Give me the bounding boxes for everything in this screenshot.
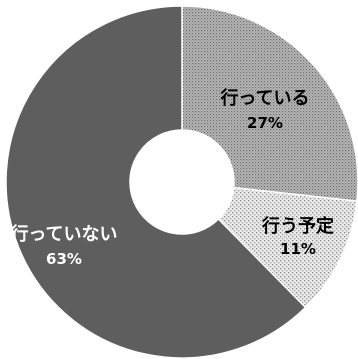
slices-group	[5, 5, 358, 359]
slice-2-label: 行う予定	[261, 215, 334, 237]
slice-2	[217, 186, 358, 309]
slice-1-label: 行っている	[219, 87, 309, 109]
slice-1-value: 27%	[247, 114, 283, 132]
slice-3	[5, 5, 307, 359]
slice-3-value: 63%	[46, 250, 82, 268]
slice-2-value: 11%	[280, 240, 316, 258]
slice-1	[181, 5, 358, 202]
slice-3-label: 行っていない	[9, 223, 117, 245]
labels-group: 行っている 27% 行う予定 11% 行っていない 63%	[9, 87, 334, 268]
